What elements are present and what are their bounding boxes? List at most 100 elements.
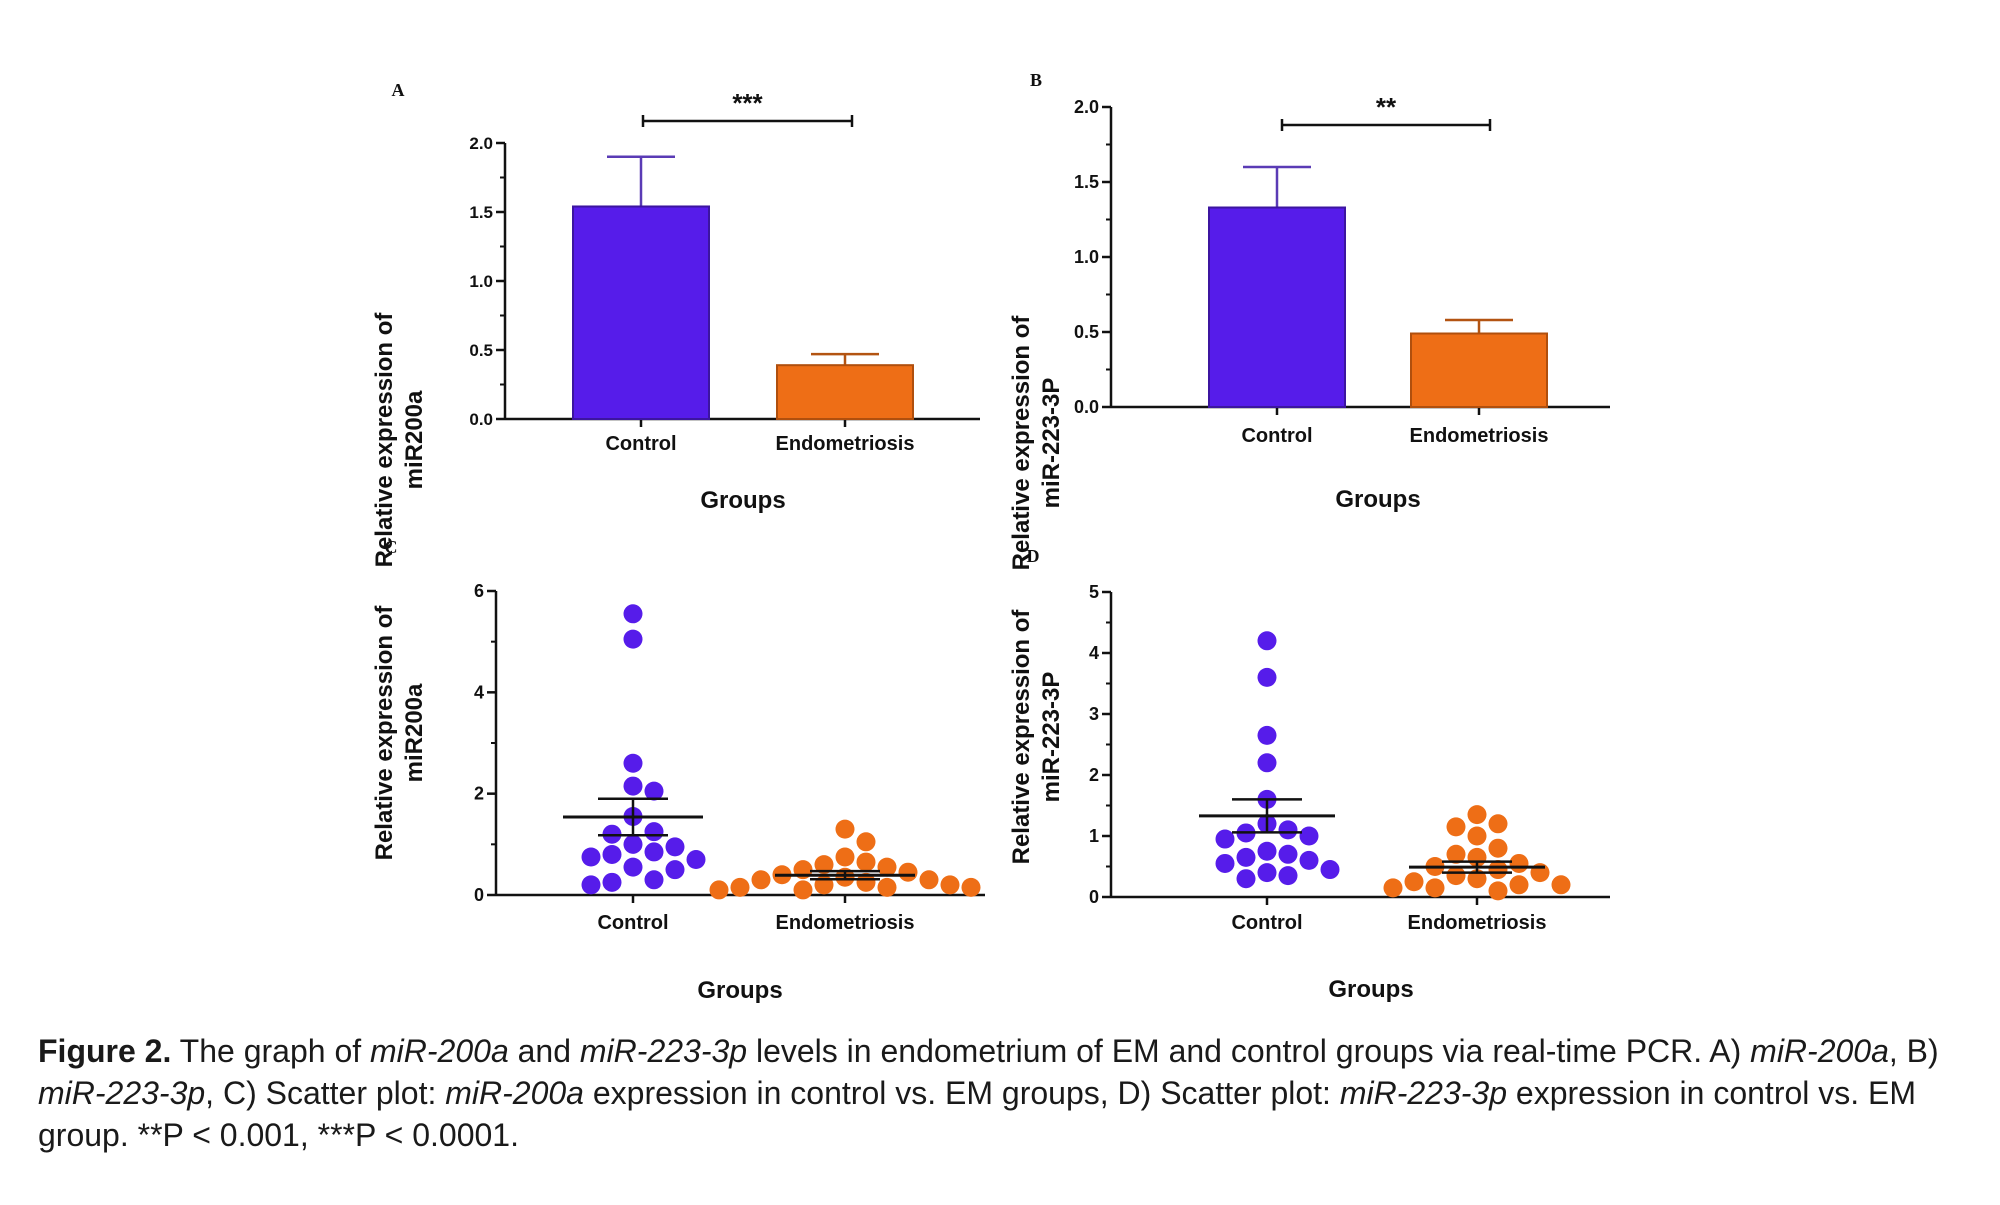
data-point-endometriosis: [1488, 838, 1508, 858]
data-point-control: [1236, 847, 1256, 867]
x-tick-label: Control: [1231, 912, 1302, 934]
data-point-control: [1278, 820, 1298, 840]
y-tick-label: 0: [1089, 887, 1099, 907]
y-tick-label: 1.5: [1074, 172, 1099, 192]
y-tick-label: 0.5: [469, 341, 493, 360]
data-point-endometriosis: [1446, 844, 1466, 864]
y-axis-title-line: miR200a: [401, 390, 428, 489]
data-point-endometriosis: [1551, 875, 1571, 895]
figure-panels: A 0.0 0.5 1.0 1.5 2.0 Control Endometriosis Rela…: [371, 70, 1610, 1004]
data-point-endometriosis: [1467, 826, 1487, 846]
panel-letter-B: B: [1030, 70, 1042, 90]
data-point-endometriosis: [856, 872, 876, 892]
x-axis-title: Groups: [700, 487, 785, 514]
caption-text: expression in control vs. EM groups, D) …: [583, 1075, 1340, 1111]
data-point-control: [644, 822, 664, 842]
data-point-endometriosis: [793, 880, 813, 900]
data-point-endometriosis: [1488, 860, 1508, 880]
data-point-endometriosis: [1446, 817, 1466, 837]
data-point-control: [1236, 869, 1256, 889]
caption-text: , B): [1888, 1033, 1939, 1069]
caption-gene: miR-200a: [445, 1075, 584, 1111]
data-point-endometriosis: [1488, 881, 1508, 901]
data-point-control: [1257, 725, 1277, 745]
data-point-endometriosis: [1404, 872, 1424, 892]
x-tick-label: Endometriosis: [1408, 912, 1547, 934]
caption-gene: miR-200a: [370, 1033, 509, 1069]
data-point-control: [644, 842, 664, 862]
data-point-control: [581, 847, 601, 867]
figure-caption: Figure 2. The graph of miR-200a and miR-…: [38, 1030, 1958, 1156]
data-point-endometriosis: [1509, 853, 1529, 873]
y-tick-label: 3: [1089, 704, 1099, 724]
y-tick-label: 1.0: [469, 272, 493, 291]
data-point-endometriosis: [835, 847, 855, 867]
data-point-control: [1278, 866, 1298, 886]
y-tick-label: 2.0: [1074, 97, 1099, 117]
data-point-endometriosis: [961, 877, 981, 897]
y-axis-title-line: Relative expression of: [371, 605, 398, 861]
x-tick-label: Control: [605, 433, 676, 455]
caption-gene: miR-223-3p: [1339, 1075, 1507, 1111]
x-tick-label: Control: [597, 912, 668, 934]
data-point-control: [644, 870, 664, 890]
data-point-control: [1299, 850, 1319, 870]
significance-marker: ***: [732, 88, 763, 118]
data-point-endometriosis: [856, 852, 876, 872]
y-tick-label: 0.5: [1074, 322, 1099, 342]
data-point-endometriosis: [1509, 875, 1529, 895]
data-point-control: [602, 872, 622, 892]
x-tick-label: Endometriosis: [776, 912, 915, 934]
x-axis-title: Groups: [1335, 486, 1420, 513]
y-tick-label: 1.0: [1074, 247, 1099, 267]
caption-text: expression in control vs. EM group. **P …: [38, 1075, 1917, 1153]
bar-control: [1208, 206, 1346, 408]
data-point-control: [623, 857, 643, 877]
data-point-control: [1278, 844, 1298, 864]
data-point-endometriosis: [709, 880, 729, 900]
data-point-control: [623, 629, 643, 649]
data-point-control: [1257, 667, 1277, 687]
data-point-control: [644, 781, 664, 801]
y-tick-label: 5: [1089, 582, 1099, 602]
y-axis-title: Relative expression of miR200a: [371, 312, 428, 568]
x-tick-label: Endometriosis: [1410, 425, 1549, 447]
y-tick-label: 0.0: [469, 410, 493, 429]
y-tick-label: 4: [474, 682, 484, 702]
y-axis-title: Relative expression of miR-223-3P: [1008, 315, 1065, 571]
data-point-endometriosis: [751, 870, 771, 890]
data-point-control: [1215, 853, 1235, 873]
data-point-control: [1257, 631, 1277, 651]
y-axis-title-line: miR-223-3P: [1038, 378, 1065, 509]
data-point-endometriosis: [1467, 805, 1487, 825]
data-point-endometriosis: [877, 857, 897, 877]
y-axis-title: Relative expression of miR200a: [371, 605, 428, 861]
y-tick-label: 2: [474, 784, 484, 804]
y-tick-label: 1: [1089, 826, 1099, 846]
data-point-control: [1215, 829, 1235, 849]
x-tick-label: Control: [1241, 425, 1312, 447]
bar-control: [572, 205, 710, 420]
data-point-endometriosis: [856, 832, 876, 852]
data-point-endometriosis: [1383, 878, 1403, 898]
y-axis-title: Relative expression of miR-223-3P: [1008, 609, 1065, 865]
data-point-endometriosis: [835, 819, 855, 839]
caption-gene: miR-223-3p: [38, 1075, 206, 1111]
x-axis-title: Groups: [697, 977, 782, 1004]
data-point-endometriosis: [1446, 866, 1466, 886]
bar-endometriosis: [1410, 332, 1548, 408]
x-tick-label: Endometriosis: [776, 433, 915, 455]
data-point-endometriosis: [898, 862, 918, 882]
data-point-control: [665, 837, 685, 857]
y-tick-label: 1.5: [469, 203, 493, 222]
caption-gene: miR-200a: [1750, 1033, 1889, 1069]
data-point-control: [686, 850, 706, 870]
data-point-control: [1257, 841, 1277, 861]
data-point-endometriosis: [1488, 814, 1508, 834]
data-point-endometriosis: [940, 875, 960, 895]
y-tick-label: 0: [474, 885, 484, 905]
data-point-control: [581, 875, 601, 895]
caption-text: The graph of: [171, 1033, 371, 1069]
bar-endometriosis: [776, 364, 914, 420]
